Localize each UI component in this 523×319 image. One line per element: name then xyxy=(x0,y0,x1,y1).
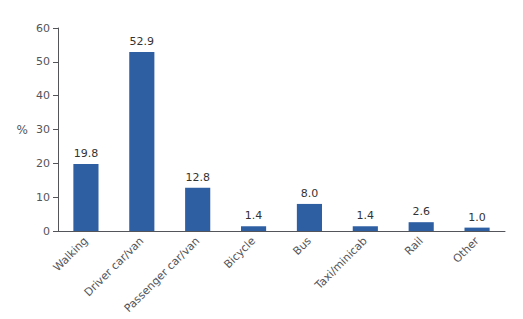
svg-text:%: % xyxy=(17,123,28,137)
svg-text:2.6: 2.6 xyxy=(412,205,430,218)
svg-text:Bus: Bus xyxy=(291,234,315,258)
svg-text:Walking: Walking xyxy=(51,234,91,274)
svg-text:30: 30 xyxy=(36,123,50,136)
svg-text:60: 60 xyxy=(36,22,50,35)
svg-text:40: 40 xyxy=(36,89,50,102)
svg-text:50: 50 xyxy=(36,55,50,68)
svg-text:19.8: 19.8 xyxy=(74,147,99,160)
svg-text:Taxi/minicab: Taxi/minicab xyxy=(312,234,370,292)
svg-text:20: 20 xyxy=(36,157,50,170)
svg-text:12.8: 12.8 xyxy=(185,171,210,184)
svg-text:Driver car/van: Driver car/van xyxy=(81,234,147,300)
svg-text:0: 0 xyxy=(43,225,50,238)
svg-text:1.4: 1.4 xyxy=(357,209,375,222)
svg-text:Passenger car/van: Passenger car/van xyxy=(122,234,203,315)
svg-text:1.4: 1.4 xyxy=(245,209,263,222)
svg-text:Bicycle: Bicycle xyxy=(221,234,258,271)
svg-text:52.9: 52.9 xyxy=(130,35,155,48)
svg-text:8.0: 8.0 xyxy=(301,187,319,200)
svg-text:Rail: Rail xyxy=(402,234,426,258)
svg-text:1.0: 1.0 xyxy=(468,211,486,224)
svg-text:10: 10 xyxy=(36,191,50,204)
svg-text:Other: Other xyxy=(450,234,482,266)
